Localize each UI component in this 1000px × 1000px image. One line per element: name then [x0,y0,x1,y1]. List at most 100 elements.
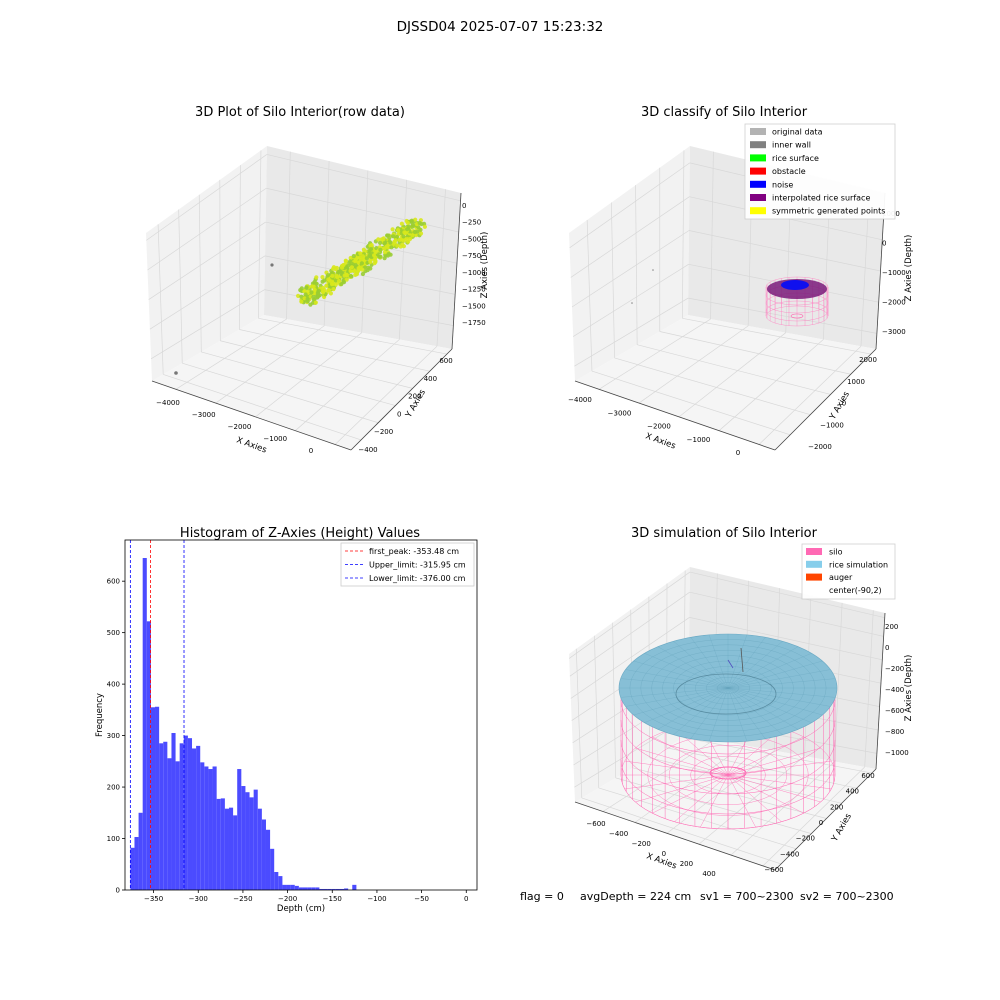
p1-x-tick-label: −2000 [228,423,252,431]
p3-legend: first_peak: -353.48 cm Upper_limit: -315.… [340,542,475,587]
p4-z-axis-line [875,612,886,770]
p1-point [299,286,304,291]
p4-floor-spoke [727,774,832,790]
p1-point [402,230,407,235]
p1-ygrid-floor [258,317,448,355]
p1-outlier-point [174,371,178,375]
p1-ygrid-floor [163,374,362,441]
p1-point [330,273,335,278]
p4-xgrid-floor [730,761,835,856]
p4-legend-label: silo [829,548,843,557]
p1-zgrid-left [150,289,265,360]
p1-point [388,240,393,245]
p3-bar [282,884,287,890]
p1-point [395,243,400,248]
p1-point [397,237,402,242]
p1-y-tick-label: 600 [439,357,452,365]
p4-rice-mesh-spoke [727,660,823,689]
p1-xgrid-floor [334,346,438,445]
p4-legend-swatch [806,560,822,568]
p3-bar [278,876,283,890]
p2-legend-swatch [750,194,766,201]
p3-bar [307,887,312,890]
p2-x-tick-label: −4000 [568,396,592,404]
p4-rice-mesh-spoke [727,637,766,689]
p3-bar [323,888,328,890]
p4-y-tick-label: −400 [780,850,799,858]
p4-auger-line [740,647,744,673]
p4-rice-mesh-spoke [727,687,823,716]
p4-x-tick-label: 400 [702,870,715,878]
p1-zgrid-left [146,154,268,241]
p4-ygrid-wall [612,622,617,778]
p3-bar [200,762,205,890]
panel-3d-simulation: 3D simulation of Silo Interior −600−400−… [568,526,914,878]
footer-sv1: sv1 = 700~2300 [700,890,794,903]
p1-point [343,258,348,263]
p1-point [313,300,318,305]
p1-zgrid-left [149,255,266,330]
p3-y-axis-label: Frequency [95,693,105,737]
p1-xgrid-floor [295,339,400,431]
p1-z-tick-label: −500 [462,235,481,243]
p4-xgrid-floor [762,766,865,867]
p1-point [410,222,415,227]
p1-xgrid-floor [175,318,287,390]
p3-x-ticks: −350 −300 −250 −200 −150 −100 −50 0 [144,890,469,903]
p4-floor-pane [575,735,876,870]
p1-z-tick-label: −1500 [462,302,486,310]
p1-ygrid-wall [258,150,262,319]
p3-x-tick-label: −200 [278,895,297,903]
p1-point [348,255,353,261]
p4-floor-center [709,766,747,780]
p3-bar [335,888,340,890]
p1-point [378,240,383,245]
p3-bar [163,741,168,890]
p3-bar [315,887,320,890]
footer-sv2: sv2 = 700~2300 [800,890,894,903]
p1-point [348,273,353,279]
p4-x-tick-label: −200 [632,840,651,848]
p1-point [405,227,410,232]
p4-z-tick-label: −400 [885,686,904,694]
p4-y-axis-label: Y Axies [829,811,854,844]
p3-legend-label: Lower_limit: -376.00 cm [369,574,466,583]
p4-xgrid-floor [698,755,805,845]
p1-point [409,218,414,223]
p3-bar [134,836,139,890]
p4-ygrid-floor [666,747,857,789]
p1-point [296,293,301,298]
p1-point [389,245,394,250]
p2-legend-swatch [750,207,766,215]
p3-bar [192,748,197,890]
p2-outlier-point [631,302,633,304]
p1-point [351,254,356,259]
p4-rice-mesh-spoke [727,678,836,689]
p4-ygrid-wall [594,635,600,788]
p1-xgrid-floor [215,325,325,404]
p1-ygrid-wall [239,165,241,330]
p2-xgrid-floor [758,346,862,445]
p1-point [336,278,342,284]
p1-point [344,272,349,277]
p2-wall-ring [765,305,829,327]
p4-legend-label: rice simulation [829,560,888,569]
p1-point [331,287,336,292]
p4-ygrid-floor [683,737,873,774]
p4-xgrid-wall [864,610,874,767]
p1-point [357,255,362,260]
p4-rice-mesh-spoke [625,669,729,689]
p4-floor-spoke [700,774,729,828]
p3-bar [344,888,349,890]
p4-rice-mesh-spoke [727,669,831,689]
p3-bar [352,884,357,890]
p3-x-tick-label: −100 [367,895,386,903]
p1-point [353,259,358,264]
p4-ygrid-floor [581,797,782,865]
p4-floor-spoke [635,747,729,776]
p3-bar [187,738,193,890]
p2-legend-label: obstacle [772,167,806,176]
p2-x-tick-label: −2000 [647,423,671,431]
p1-point [422,224,427,229]
p1-point [314,275,319,280]
